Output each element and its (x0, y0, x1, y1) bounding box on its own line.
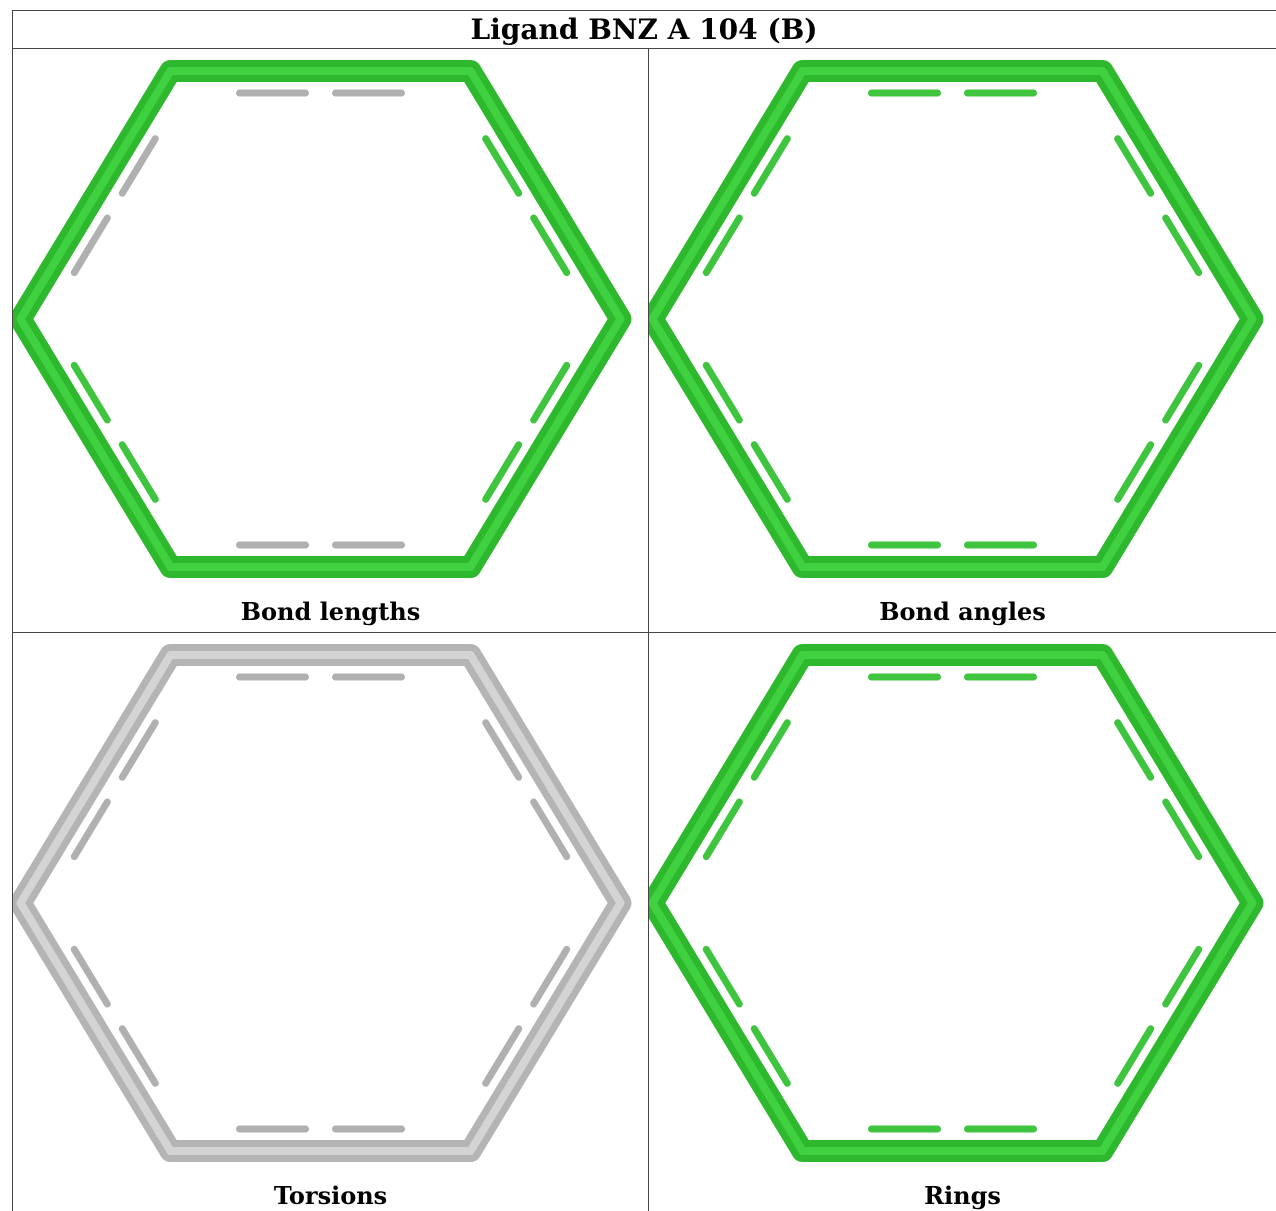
double-bond-dash (530, 945, 571, 1008)
table-header-divider (12, 48, 1276, 49)
ring-bond-highlight (16, 651, 625, 1155)
double-bond-dash (70, 798, 111, 861)
ring-bond-highlight (649, 651, 1257, 1155)
double-bond-dash (530, 361, 571, 424)
ligand-ring-image (13, 644, 632, 1162)
panel-caption: Torsions (273, 1181, 388, 1210)
ring-bond-outline (13, 60, 632, 578)
double-bond-dash (750, 441, 791, 503)
ring-bond-highlight (649, 67, 1257, 571)
ligand-ring-image (13, 60, 632, 578)
double-bond-dash (1162, 945, 1203, 1008)
double-bond-dash (482, 441, 523, 503)
ring-bond-highlight (16, 67, 625, 571)
ring-bond-outline (13, 644, 632, 1162)
double-bond-dash (750, 1025, 791, 1087)
double-bond-dash (118, 719, 159, 781)
double-bond-dash (702, 361, 743, 424)
double-bond-dash (1114, 135, 1155, 197)
ring-bond-outline (649, 644, 1264, 1162)
table-row-divider (12, 632, 1276, 633)
double-bond-dash (530, 798, 571, 861)
panel-caption: Rings (924, 1181, 1001, 1210)
double-bond-dash (1114, 441, 1155, 503)
double-bond-dash (1162, 361, 1203, 424)
double-bond-dash (70, 361, 111, 424)
double-bond-dash (1114, 719, 1155, 781)
panel-bond-lengths: Bond lengths (13, 49, 648, 632)
ligand-ring-image (649, 644, 1264, 1162)
double-bond-dash (482, 1025, 523, 1087)
double-bond-dash (118, 1025, 159, 1087)
double-bond-dash (1162, 798, 1203, 861)
double-bond-dash (118, 441, 159, 503)
ring-bond-outline (649, 60, 1264, 578)
panel-torsions: Torsions (13, 633, 648, 1211)
double-bond-dash (70, 945, 111, 1008)
double-bond-dash (118, 135, 159, 197)
ligand-ring-image (649, 60, 1264, 578)
panel-rings: Rings (649, 633, 1276, 1211)
double-bond-dash (702, 214, 743, 277)
double-bond-dash (482, 135, 523, 197)
double-bond-dash (702, 798, 743, 861)
double-bond-dash (702, 945, 743, 1008)
double-bond-dash (750, 719, 791, 781)
table-title: Ligand BNZ A 104 (B) (470, 12, 818, 46)
double-bond-dash (750, 135, 791, 197)
table-border-left (12, 10, 13, 1211)
panel-caption: Bond angles (879, 597, 1046, 626)
double-bond-dash (1162, 214, 1203, 277)
double-bond-dash (70, 214, 111, 277)
double-bond-dash (482, 719, 523, 781)
table-column-divider (648, 48, 649, 1211)
table-border-top (12, 10, 1276, 11)
panel-bond-angles: Bond angles (649, 49, 1276, 632)
double-bond-dash (1114, 1025, 1155, 1087)
panel-caption: Bond lengths (240, 597, 421, 626)
double-bond-dash (530, 214, 571, 277)
